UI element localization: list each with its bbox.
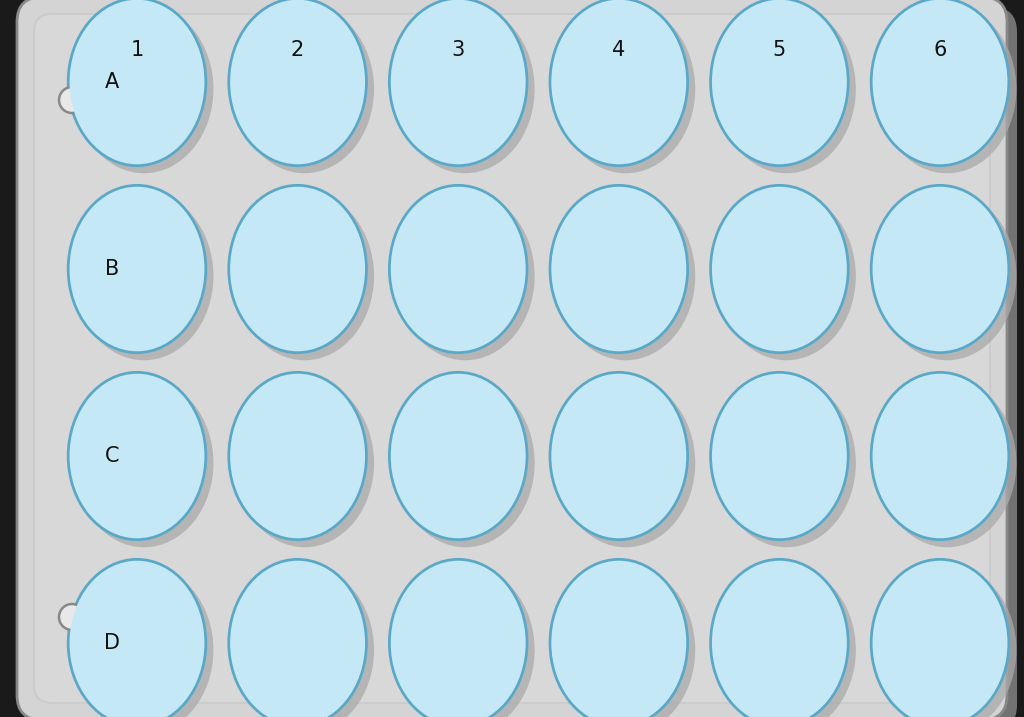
Ellipse shape: [236, 566, 374, 717]
Ellipse shape: [872, 0, 1008, 164]
Ellipse shape: [549, 0, 689, 167]
Ellipse shape: [712, 0, 847, 164]
Ellipse shape: [227, 184, 368, 354]
Ellipse shape: [391, 561, 525, 717]
Ellipse shape: [551, 186, 686, 351]
Ellipse shape: [395, 566, 535, 717]
Ellipse shape: [878, 566, 1017, 717]
Ellipse shape: [712, 186, 847, 351]
Ellipse shape: [551, 374, 686, 538]
Text: 2: 2: [291, 40, 304, 60]
Ellipse shape: [230, 374, 365, 538]
Text: A: A: [104, 72, 119, 92]
Ellipse shape: [710, 0, 850, 167]
Text: D: D: [104, 633, 120, 653]
Text: 1: 1: [130, 40, 143, 60]
Ellipse shape: [712, 374, 847, 538]
Ellipse shape: [391, 186, 525, 351]
Ellipse shape: [70, 186, 205, 351]
Ellipse shape: [388, 184, 528, 354]
Text: B: B: [104, 259, 119, 279]
Text: C: C: [104, 446, 119, 466]
Ellipse shape: [227, 0, 368, 167]
Ellipse shape: [67, 558, 207, 717]
Ellipse shape: [869, 558, 1011, 717]
Ellipse shape: [556, 566, 695, 717]
FancyBboxPatch shape: [17, 0, 1007, 717]
Ellipse shape: [70, 561, 205, 717]
Ellipse shape: [388, 0, 528, 167]
Text: 5: 5: [773, 40, 786, 60]
Ellipse shape: [556, 5, 695, 174]
Ellipse shape: [236, 191, 374, 360]
Ellipse shape: [395, 191, 535, 360]
Ellipse shape: [556, 379, 695, 547]
Ellipse shape: [549, 558, 689, 717]
Ellipse shape: [556, 191, 695, 360]
Text: 3: 3: [452, 40, 465, 60]
Ellipse shape: [75, 379, 213, 547]
Ellipse shape: [712, 561, 847, 717]
Ellipse shape: [70, 374, 205, 538]
Ellipse shape: [717, 379, 856, 547]
Ellipse shape: [75, 5, 213, 174]
Ellipse shape: [872, 561, 1008, 717]
Ellipse shape: [67, 0, 207, 167]
Ellipse shape: [236, 5, 374, 174]
Ellipse shape: [395, 379, 535, 547]
Ellipse shape: [878, 379, 1017, 547]
Ellipse shape: [878, 191, 1017, 360]
Ellipse shape: [872, 186, 1008, 351]
Ellipse shape: [872, 374, 1008, 538]
Circle shape: [59, 87, 85, 113]
Ellipse shape: [75, 566, 213, 717]
Ellipse shape: [230, 0, 365, 164]
Ellipse shape: [710, 184, 850, 354]
Ellipse shape: [70, 0, 205, 164]
Circle shape: [59, 604, 85, 630]
Ellipse shape: [869, 184, 1011, 354]
FancyBboxPatch shape: [34, 14, 990, 703]
Ellipse shape: [717, 566, 856, 717]
Ellipse shape: [710, 371, 850, 541]
Ellipse shape: [551, 0, 686, 164]
Ellipse shape: [869, 371, 1011, 541]
Ellipse shape: [551, 561, 686, 717]
Ellipse shape: [717, 191, 856, 360]
Ellipse shape: [230, 561, 365, 717]
Ellipse shape: [878, 5, 1017, 174]
Ellipse shape: [869, 0, 1011, 167]
Ellipse shape: [75, 191, 213, 360]
Ellipse shape: [388, 371, 528, 541]
Ellipse shape: [67, 184, 207, 354]
Ellipse shape: [549, 184, 689, 354]
Ellipse shape: [391, 0, 525, 164]
Text: 6: 6: [933, 40, 946, 60]
Ellipse shape: [717, 5, 856, 174]
FancyBboxPatch shape: [27, 7, 1017, 717]
Ellipse shape: [710, 558, 850, 717]
Ellipse shape: [395, 5, 535, 174]
Ellipse shape: [230, 186, 365, 351]
Ellipse shape: [236, 379, 374, 547]
Ellipse shape: [549, 371, 689, 541]
Ellipse shape: [227, 558, 368, 717]
Text: 4: 4: [612, 40, 626, 60]
Ellipse shape: [388, 558, 528, 717]
Ellipse shape: [391, 374, 525, 538]
Ellipse shape: [67, 371, 207, 541]
Ellipse shape: [227, 371, 368, 541]
